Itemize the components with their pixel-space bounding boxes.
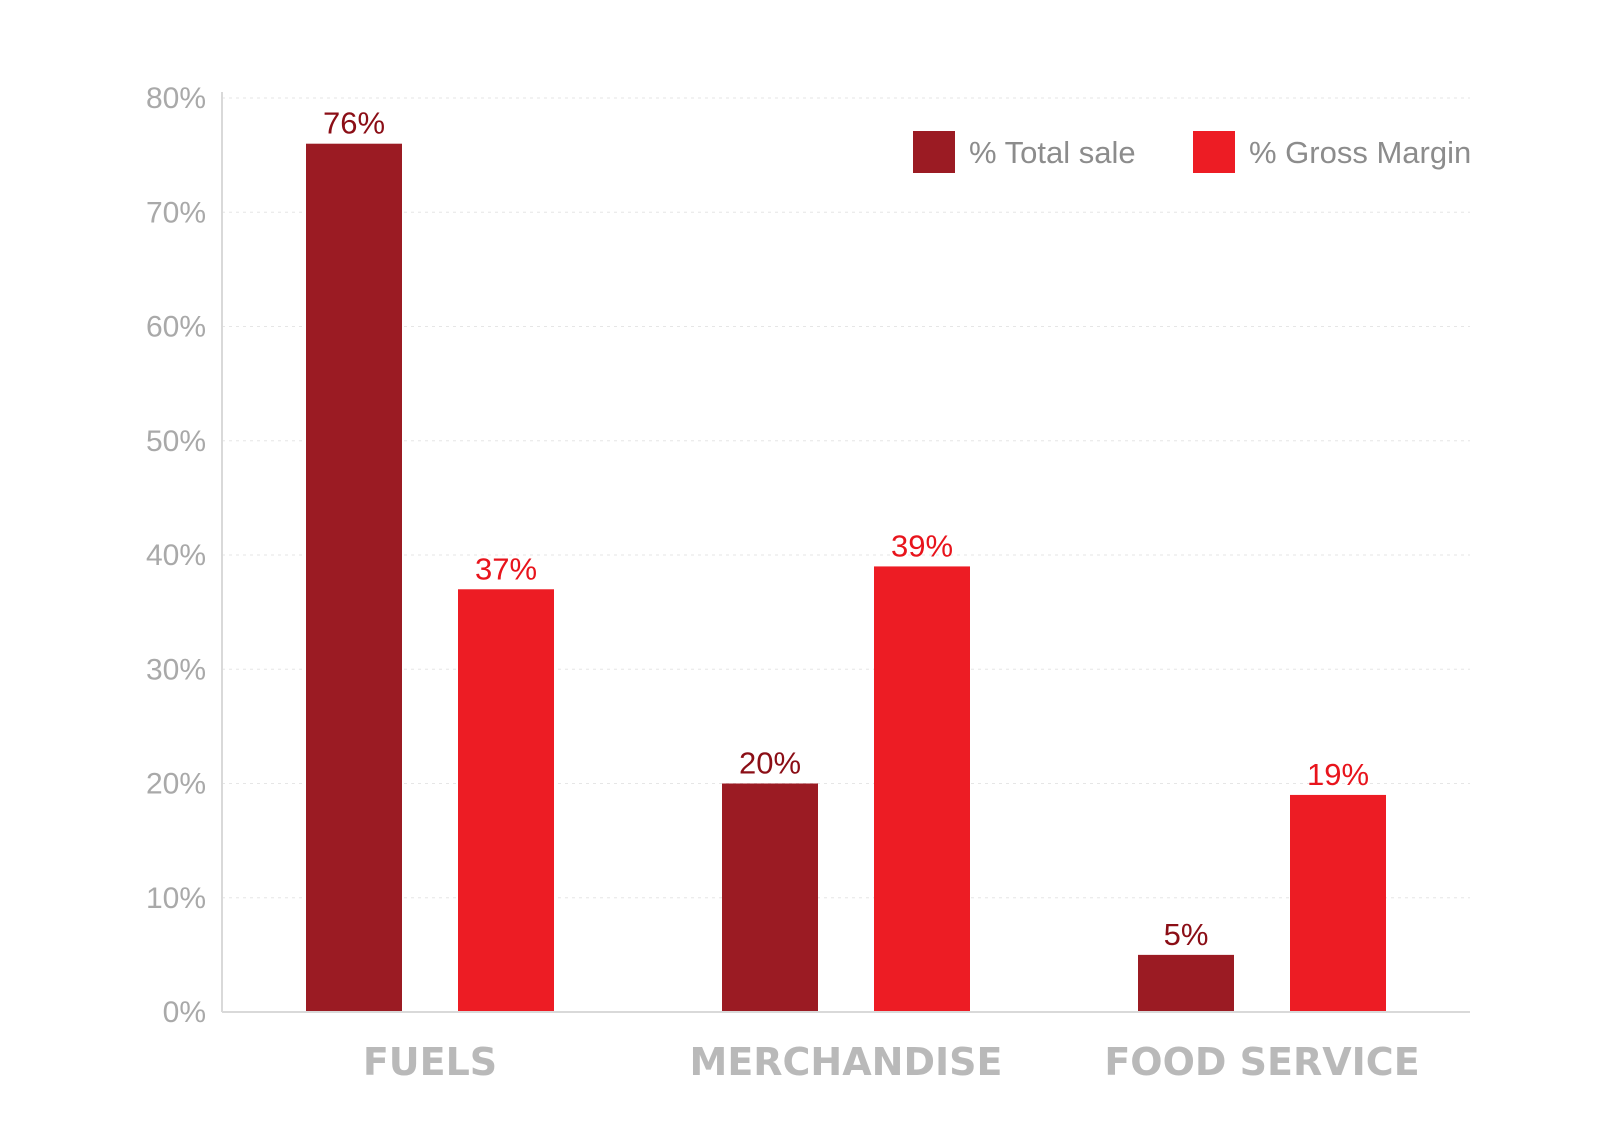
data-label-total-sale-fuels: 76%: [323, 106, 385, 141]
legend-swatch-gross-margin: [1193, 131, 1235, 173]
gridlines: [222, 97, 1470, 899]
y-tick-label: 50%: [146, 425, 206, 458]
y-tick-label: 10%: [146, 882, 206, 915]
data-labels: 76% 37% 20% 39% 5% 19%: [323, 106, 1369, 952]
legend-label-total-sale: % Total sale: [969, 135, 1136, 170]
legend-label-gross-margin: % Gross Margin: [1249, 135, 1471, 170]
category-label-merchandise: MERCHANDISE: [690, 1040, 1003, 1084]
bar-gross-margin-food-service: [1290, 794, 1386, 1012]
data-label-gross-margin-food-service: 19%: [1307, 757, 1369, 792]
data-label-gross-margin-fuels: 37%: [475, 551, 537, 586]
legend: % Total sale % Gross Margin: [913, 131, 1471, 173]
data-label-total-sale-food-service: 5%: [1164, 917, 1209, 952]
y-tick-label: 80%: [146, 82, 206, 115]
y-tick-label: 40%: [146, 539, 206, 572]
y-tick-label: 70%: [146, 196, 206, 229]
bar-gross-margin-merchandise: [874, 566, 970, 1012]
bar-gross-margin-fuels: [458, 589, 554, 1012]
data-label-total-sale-merchandise: 20%: [739, 746, 801, 781]
y-axis-ticks: 0% 10% 20% 30% 40% 50% 60% 70% 80%: [146, 82, 206, 1029]
category-label-fuels: FUELS: [363, 1040, 497, 1084]
x-axis-categories: FUELS MERCHANDISE FOOD SERVICE: [363, 1040, 1420, 1084]
data-label-gross-margin-merchandise: 39%: [891, 528, 953, 563]
y-tick-label: 20%: [146, 768, 206, 801]
bar-total-sale-fuels: [306, 143, 402, 1012]
legend-swatch-total-sale: [913, 131, 955, 173]
bars: [306, 143, 1386, 1012]
y-tick-label: 30%: [146, 653, 206, 686]
y-tick-label: 0%: [163, 996, 206, 1029]
category-label-food-service: FOOD SERVICE: [1104, 1040, 1419, 1084]
bar-total-sale-merchandise: [722, 783, 818, 1012]
y-tick-label: 60%: [146, 311, 206, 344]
bar-total-sale-food-service: [1138, 954, 1234, 1012]
